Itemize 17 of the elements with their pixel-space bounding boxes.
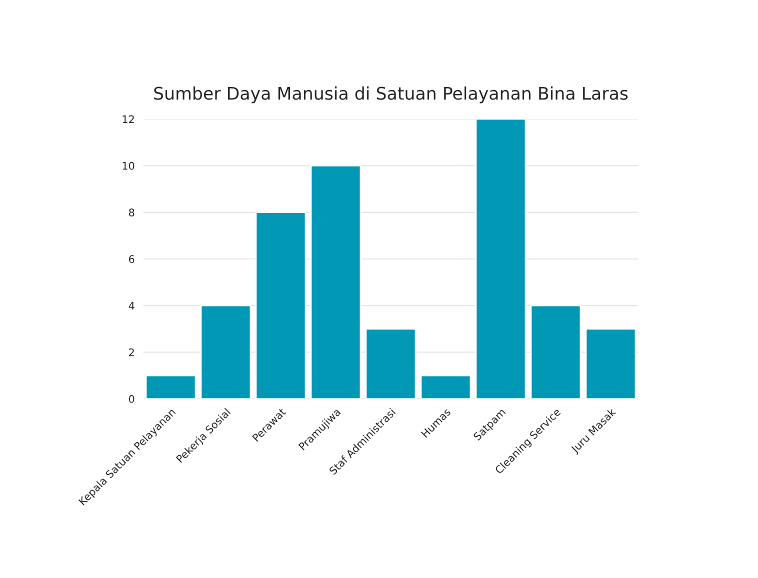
y-tick-label: 4 [128,302,134,310]
chart-title: Sumber Daya Manusia di Satuan Pelayanan Bina Laras [154,86,628,104]
y-tick-label: 10 [122,162,134,170]
y-tick-label: 8 [129,208,134,216]
bar [200,304,252,399]
y-tick-label: 2 [129,348,134,356]
bar [530,304,582,399]
bar [475,119,526,399]
bar [310,165,362,399]
y-tick-label: 0 [128,395,134,403]
y-tick-label: 6 [129,255,134,264]
y-tick-label: 12 [122,115,134,124]
bar [145,374,196,399]
bar [255,212,306,399]
bar [365,328,416,399]
bar [585,328,636,399]
bar [420,374,472,399]
